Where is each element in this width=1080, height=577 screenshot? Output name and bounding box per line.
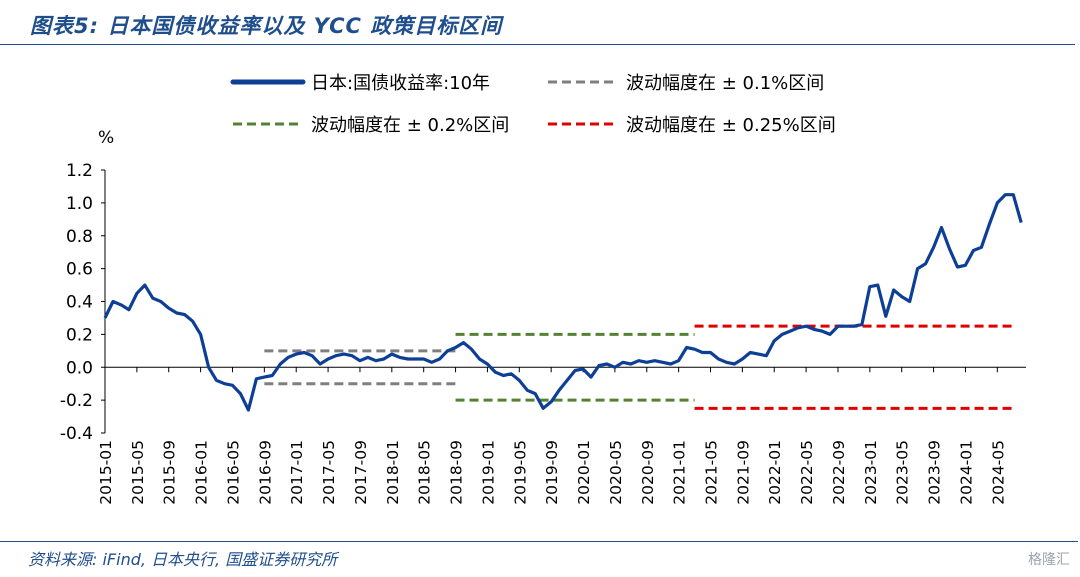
legend-label-yield: 日本:国债收益率:10年 <box>311 73 490 94</box>
legend-label-band_025: 波动幅度在 ± 0.25%区间 <box>626 115 836 136</box>
x-tick-label: 2022-01 <box>766 440 784 505</box>
x-tick-label: 2016-01 <box>193 440 211 505</box>
x-tick-label: 2018-05 <box>416 440 434 505</box>
x-tick-label: 2017-05 <box>320 440 338 505</box>
x-tick-label: 2015-01 <box>97 440 115 505</box>
x-tick-label: 2015-05 <box>129 440 147 505</box>
watermark: 格隆汇 <box>1028 552 1070 568</box>
x-tick-label: 2020-05 <box>607 440 625 505</box>
x-tick-label: 2017-09 <box>352 440 370 505</box>
header-rule <box>0 44 1075 45</box>
yield-line <box>103 193 1023 412</box>
y-axis-unit-label: % <box>98 128 114 148</box>
legend-label-band_02: 波动幅度在 ± 0.2%区间 <box>311 115 509 136</box>
y-tick-label: 0.6 <box>66 260 93 280</box>
y-tick-label: 0.2 <box>66 325 93 345</box>
x-tick-label: 2020-01 <box>575 440 593 505</box>
x-tick-label: 2017-01 <box>288 440 306 505</box>
y-tick-label: 0.0 <box>66 358 93 378</box>
x-tick-label: 2019-01 <box>479 440 497 505</box>
x-tick-label: 2023-09 <box>926 440 944 505</box>
yield-series <box>103 193 1023 412</box>
x-tick-label: 2024-01 <box>957 440 975 505</box>
x-tick-label: 2022-09 <box>830 440 848 505</box>
y-tick-label: -0.4 <box>60 424 93 444</box>
x-tick-label: 2022-05 <box>798 440 816 505</box>
footer-rule <box>0 541 1078 542</box>
x-tick-label: 2019-09 <box>543 440 561 505</box>
x-tick-label: 2021-05 <box>703 440 721 505</box>
x-tick-label: 2018-01 <box>384 440 402 505</box>
x-axis: 2015-01 2015-05 2015-09 2016-01 2016-05 2016-… <box>97 366 1026 505</box>
x-tick-label: 2018-09 <box>448 440 466 505</box>
x-tick-label: 2016-09 <box>256 440 274 505</box>
x-tick-label: 2020-09 <box>639 440 657 505</box>
x-tick-label: 2016-05 <box>224 440 242 505</box>
chart-title: 图表5: 日本国债收益率以及 YCC 政策目标区间 <box>30 14 503 38</box>
y-tick-label: -0.2 <box>60 391 93 411</box>
x-tick-label: 2015-09 <box>161 440 179 505</box>
x-tick-label: 2021-01 <box>671 440 689 505</box>
y-tick-label: 0.4 <box>66 293 93 313</box>
y-axis: 1.2 1.0 0.8 0.6 0.4 0.2 0.0 -0.2 -0.4 <box>60 161 106 444</box>
y-tick-label: 0.8 <box>66 227 93 247</box>
source-note: 资料来源: iFind, 日本央行, 国盛证券研究所 <box>28 550 338 569</box>
y-tick-label: 1.0 <box>66 194 93 214</box>
x-tick-label: 2023-01 <box>862 440 880 505</box>
x-tick-label: 2019-05 <box>511 440 529 505</box>
x-tick-label: 2021-09 <box>734 440 752 505</box>
y-tick-label: 1.2 <box>66 161 93 181</box>
x-tick-label: 2023-05 <box>894 440 912 505</box>
legend-label-band_01: 波动幅度在 ± 0.1%区间 <box>626 73 824 94</box>
x-tick-label: 2024-05 <box>989 440 1007 505</box>
